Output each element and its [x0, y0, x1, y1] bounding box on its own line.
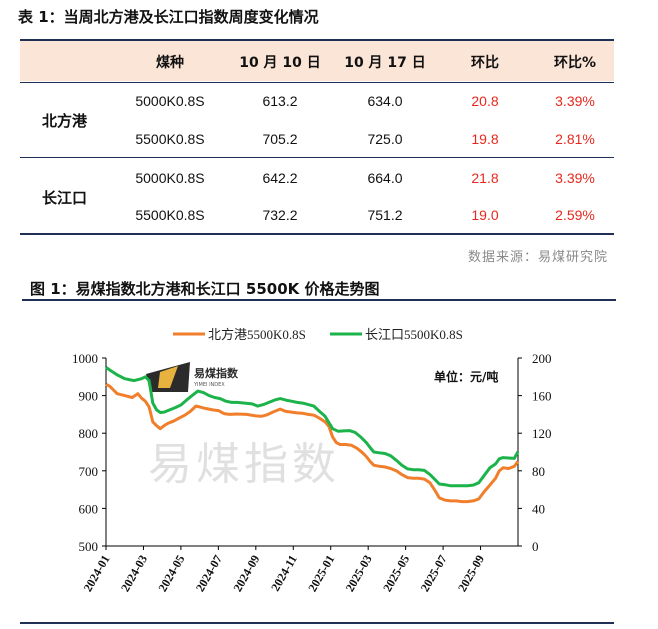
table-header-band: [20, 41, 614, 81]
group-divider: [20, 157, 614, 158]
y-right-tick-label: 160: [532, 389, 552, 404]
table-cell-chg: 19.8: [471, 131, 499, 147]
table-cell-d2: 664.0: [367, 170, 403, 186]
x-tick-label: 2024-09: [230, 553, 262, 595]
table-cell-coal: 5000K0.8S: [135, 170, 205, 186]
table-cell-d1: 732.2: [262, 207, 298, 223]
y-left-tick-label: 1000: [72, 351, 98, 366]
y-left-tick-label: 700: [79, 464, 99, 479]
x-tick-label: 2024-05: [155, 553, 187, 595]
y-left-tick-label: 900: [79, 389, 99, 404]
x-tick-label: 2024-01: [80, 553, 112, 595]
y-right-tick-label: 0: [532, 539, 539, 554]
watermark-text: 易煤指数: [148, 439, 340, 490]
table-cell-coal: 5500K0.8S: [135, 131, 205, 147]
group-label-yangtze: 长江口: [42, 189, 88, 207]
y-left-tick-label: 800: [79, 426, 99, 441]
logo-subtext: YIMEI INDEX: [193, 382, 225, 388]
table-cell-pct: 3.39%: [555, 93, 595, 109]
table-cell-chg: 21.8: [471, 170, 499, 186]
table-source: 数据来源：易煤研究院: [467, 250, 608, 265]
logo-text: 易煤指数: [194, 366, 239, 380]
line-chart: 北方港5500K0.8S 长江口5500K0.8S 易煤指数 YIMEI IND…: [72, 327, 552, 595]
x-tick-label: 2024-03: [118, 553, 150, 595]
y-right-tick-label: 200: [532, 351, 552, 366]
table-bottom-rule: [20, 233, 614, 235]
x-tick-label: 2025-05: [380, 553, 412, 595]
legend-label-yangtze: 长江口5500K0.8S: [365, 327, 463, 342]
header-oct10: 10 月 10 日: [239, 55, 321, 71]
y-left-tick-label: 500: [79, 539, 99, 554]
table-title: 表 1：当周北方港及长江口指数周度变化情况: [18, 8, 319, 26]
table-cell-chg: 19.0: [471, 207, 499, 223]
series-line-yangtze: [105, 366, 520, 488]
legend-label-north: 北方港5500K0.8S: [208, 327, 306, 342]
table-cell-d1: 613.2: [262, 93, 298, 109]
x-tick-label: 2024-11: [268, 553, 300, 594]
series-line-north: [105, 382, 520, 504]
x-tick-label: 2024-07: [193, 553, 225, 595]
table-cell-d2: 751.2: [367, 207, 403, 223]
x-tick-label: 2025-03: [343, 553, 375, 595]
x-tick-label: 2025-09: [455, 553, 487, 595]
chart-bottom-rule: [20, 622, 614, 624]
table-cell-coal: 5500K0.8S: [135, 207, 205, 223]
table-cell-d1: 642.2: [262, 170, 298, 186]
table-cell-d2: 725.0: [367, 131, 403, 147]
header-coal: 煤种: [156, 55, 184, 71]
table-top-rule: [20, 39, 614, 41]
y-right-tick-label: 80: [532, 464, 545, 479]
header-oct17: 10 月 17 日: [344, 55, 426, 71]
table-cell-d2: 634.0: [367, 93, 403, 109]
y-right-tick-label: 120: [532, 426, 552, 441]
unit-label: 单位：元/吨: [434, 369, 498, 384]
group-label-north: 北方港: [42, 112, 88, 130]
table-cell-pct: 2.81%: [555, 131, 595, 147]
header-change-pct: 环比%: [553, 55, 597, 71]
chart-title: 图 1：易煤指数北方港和长江口 5500K 价格走势图: [30, 280, 380, 298]
table-cell-pct: 3.39%: [555, 170, 595, 186]
header-change: 环比: [471, 55, 499, 71]
x-tick-label: 2025-01: [305, 553, 337, 595]
chart-title-rule: [22, 299, 616, 301]
table-cell-d1: 705.2: [262, 131, 298, 147]
logo-watermark: 易煤指数 YIMEI INDEX: [146, 362, 239, 392]
table-cell-coal: 5000K0.8S: [135, 93, 205, 109]
header-bottom-rule: [20, 82, 614, 83]
table-cell-pct: 2.59%: [555, 207, 595, 223]
y-right-tick-label: 40: [532, 501, 545, 516]
x-tick-label: 2025-07: [418, 553, 450, 595]
table-cell-chg: 20.8: [471, 93, 499, 109]
y-left-tick-label: 600: [79, 501, 99, 516]
